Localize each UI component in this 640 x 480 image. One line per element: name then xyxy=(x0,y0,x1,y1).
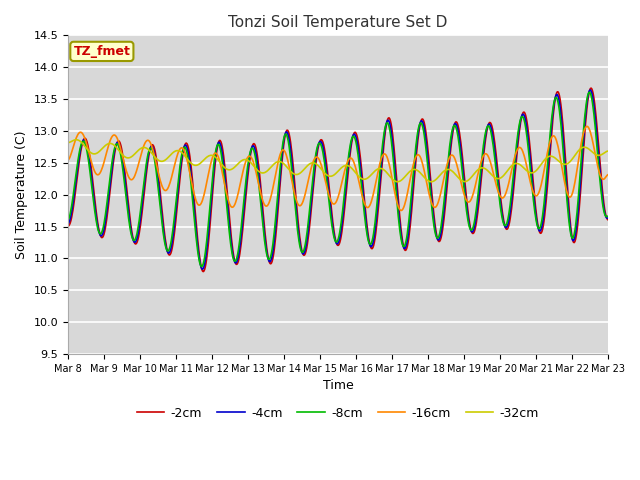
-32cm xyxy=(64,140,72,145)
-4cm xyxy=(604,216,612,221)
X-axis label: Time: Time xyxy=(323,379,353,392)
-2cm xyxy=(588,85,595,91)
Text: TZ_fmet: TZ_fmet xyxy=(74,45,131,58)
-2cm xyxy=(64,223,72,229)
-16cm xyxy=(397,208,405,214)
-32cm xyxy=(428,179,435,185)
-16cm xyxy=(253,175,261,181)
-8cm xyxy=(254,175,262,180)
-4cm xyxy=(198,266,206,272)
-4cm xyxy=(394,205,402,211)
Legend: -2cm, -4cm, -8cm, -16cm, -32cm: -2cm, -4cm, -8cm, -16cm, -32cm xyxy=(132,402,544,425)
Title: Tonzi Soil Temperature Set D: Tonzi Soil Temperature Set D xyxy=(228,15,448,30)
-2cm xyxy=(227,235,235,241)
Line: -32cm: -32cm xyxy=(68,140,608,182)
Y-axis label: Soil Temperature (C): Soil Temperature (C) xyxy=(15,131,28,259)
-16cm xyxy=(394,201,401,207)
Line: -2cm: -2cm xyxy=(68,88,608,272)
-2cm xyxy=(275,201,282,207)
-8cm xyxy=(586,89,593,95)
-4cm xyxy=(586,87,594,93)
Line: -4cm: -4cm xyxy=(68,90,608,269)
-16cm xyxy=(274,160,282,166)
-32cm xyxy=(227,167,235,172)
-32cm xyxy=(424,178,432,184)
Line: -8cm: -8cm xyxy=(68,92,608,266)
-32cm xyxy=(394,179,402,185)
-2cm xyxy=(604,217,612,223)
-4cm xyxy=(275,191,282,197)
-8cm xyxy=(424,171,432,177)
-16cm xyxy=(227,203,234,209)
-2cm xyxy=(394,196,402,202)
-16cm xyxy=(64,157,72,163)
-16cm xyxy=(424,188,432,194)
-2cm xyxy=(254,158,262,164)
-16cm xyxy=(604,172,612,178)
-8cm xyxy=(127,232,135,238)
-16cm xyxy=(127,177,135,182)
-4cm xyxy=(254,166,262,172)
-8cm xyxy=(64,217,72,223)
-4cm xyxy=(424,162,432,168)
-32cm xyxy=(254,168,262,174)
-8cm xyxy=(275,182,282,188)
-16cm xyxy=(583,123,591,129)
-8cm xyxy=(394,213,402,218)
-32cm xyxy=(128,154,136,159)
-8cm xyxy=(604,213,612,219)
-4cm xyxy=(127,230,135,236)
-2cm xyxy=(127,226,135,232)
-4cm xyxy=(227,241,235,247)
-32cm xyxy=(275,159,282,165)
-4cm xyxy=(64,221,72,227)
Line: -16cm: -16cm xyxy=(68,126,608,211)
-32cm xyxy=(604,148,612,154)
-32cm xyxy=(72,137,80,143)
-8cm xyxy=(198,264,205,269)
-2cm xyxy=(199,269,207,275)
-2cm xyxy=(424,153,432,158)
-8cm xyxy=(227,246,235,252)
